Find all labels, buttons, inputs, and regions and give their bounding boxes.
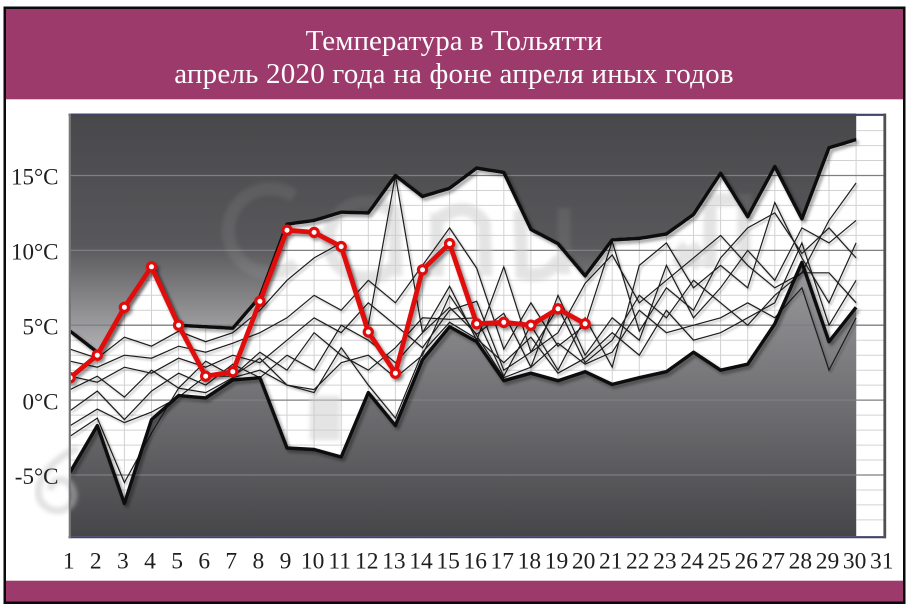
svg-text:15: 15 [436,549,460,575]
svg-text:6: 6 [198,549,210,575]
svg-text:15°C: 15°C [11,165,59,190]
svg-text:24: 24 [680,549,704,575]
svg-text:17: 17 [491,549,515,575]
svg-text:10°C: 10°C [11,240,59,265]
svg-text:5°C: 5°C [22,314,58,339]
svg-text:16: 16 [463,549,487,575]
svg-text:23: 23 [653,549,677,575]
svg-text:7: 7 [225,549,237,575]
svg-text:9: 9 [280,549,292,575]
svg-text:апрель 2020 года на фоне апрел: апрель 2020 года на фоне апреля иных год… [174,58,734,90]
svg-text:22: 22 [626,549,650,575]
svg-text:3: 3 [117,549,129,575]
svg-text:5: 5 [171,549,183,575]
svg-text:0°C: 0°C [22,389,58,414]
svg-text:12: 12 [355,549,379,575]
svg-text:29: 29 [816,549,840,575]
svg-text:18: 18 [518,549,542,575]
svg-text:25: 25 [707,549,731,575]
svg-text:27: 27 [762,549,786,575]
svg-text:26: 26 [734,549,758,575]
svg-text:20: 20 [572,549,596,575]
svg-text:-5°C: -5°C [15,464,59,489]
svg-text:10: 10 [301,549,325,575]
svg-text:4: 4 [144,549,156,575]
svg-text:19: 19 [545,549,569,575]
svg-text:13: 13 [382,549,406,575]
svg-text:8: 8 [253,549,265,575]
svg-text:2: 2 [90,549,102,575]
svg-text:14: 14 [409,549,433,575]
svg-text:30: 30 [843,549,867,575]
svg-text:Температура в Тольятти: Температура в Тольятти [306,25,603,57]
svg-text:11: 11 [328,549,351,575]
svg-text:1: 1 [63,549,75,575]
svg-text:21: 21 [599,549,623,575]
svg-text:31: 31 [870,549,894,575]
svg-text:28: 28 [789,549,813,575]
